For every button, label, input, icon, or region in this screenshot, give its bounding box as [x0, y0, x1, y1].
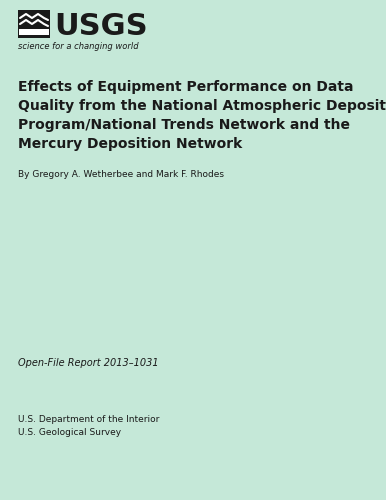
Text: U.S. Department of the Interior: U.S. Department of the Interior: [18, 415, 159, 424]
Text: U.S. Geological Survey: U.S. Geological Survey: [18, 428, 121, 437]
Text: science for a changing world: science for a changing world: [18, 42, 139, 51]
Text: Program/National Trends Network and the: Program/National Trends Network and the: [18, 118, 350, 132]
Text: Effects of Equipment Performance on Data: Effects of Equipment Performance on Data: [18, 80, 354, 94]
Text: By Gregory A. Wetherbee and Mark F. Rhodes: By Gregory A. Wetherbee and Mark F. Rhod…: [18, 170, 224, 179]
Text: Open-File Report 2013–1031: Open-File Report 2013–1031: [18, 358, 159, 368]
Text: Mercury Deposition Network: Mercury Deposition Network: [18, 137, 242, 151]
Text: USGS: USGS: [54, 12, 147, 41]
Bar: [19, 29, 49, 35]
Text: Quality from the National Atmospheric Deposition: Quality from the National Atmospheric De…: [18, 99, 386, 113]
Bar: [18, 10, 50, 38]
